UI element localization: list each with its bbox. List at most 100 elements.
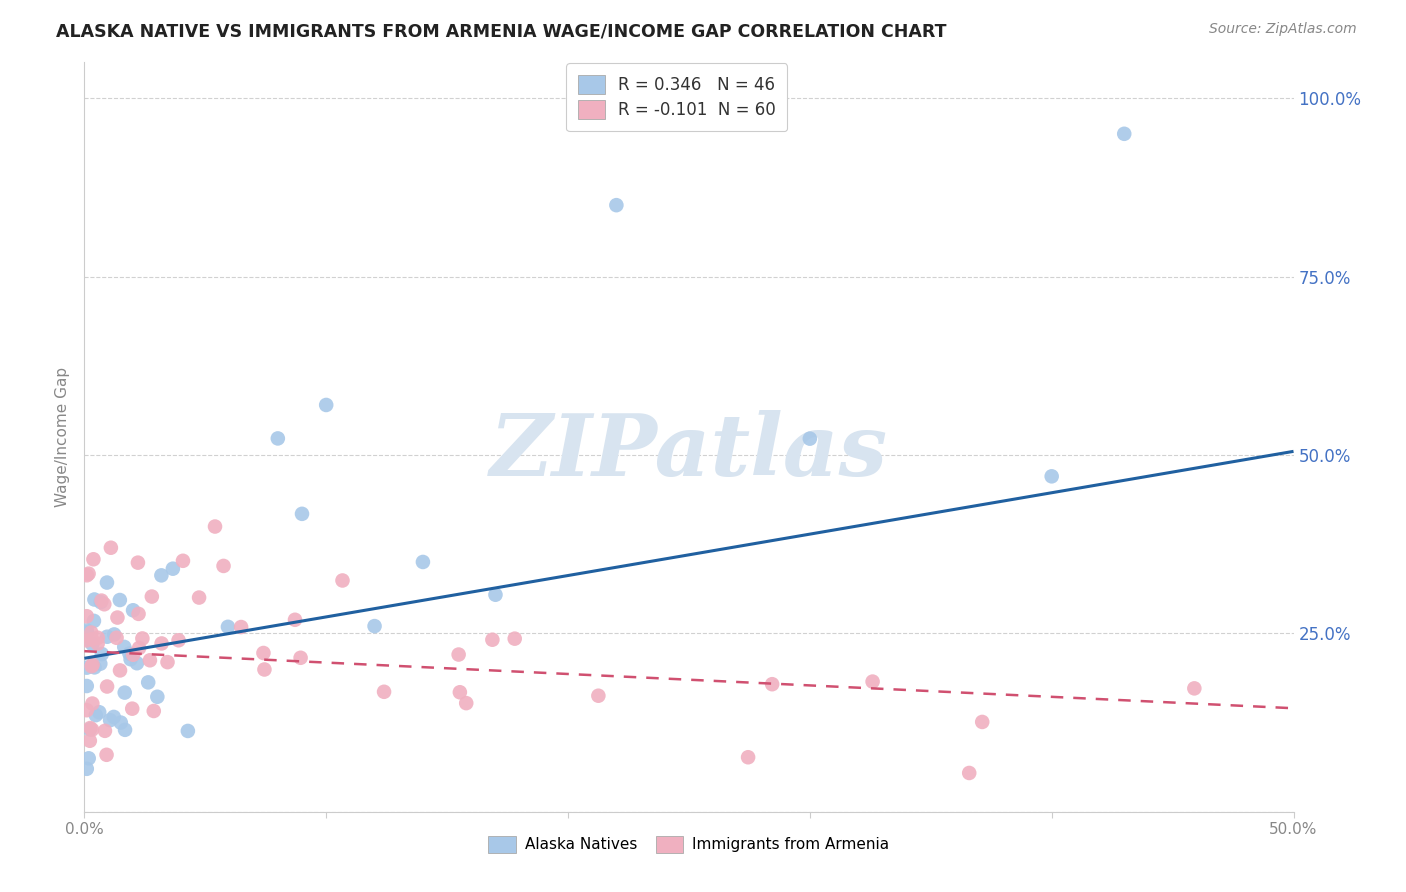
Point	[110, 715, 132, 730]
Point	[253, 663, 276, 677]
Point	[121, 701, 143, 715]
Point	[96, 747, 118, 762]
Point	[212, 558, 235, 573]
Point	[188, 591, 211, 605]
Point	[100, 541, 122, 555]
Point	[229, 620, 252, 634]
Point	[89, 705, 111, 719]
Point	[449, 685, 471, 699]
Point	[76, 703, 98, 717]
Y-axis label: Wage/Income Gap: Wage/Income Gap	[55, 367, 70, 508]
Point	[103, 710, 125, 724]
Point	[481, 632, 503, 647]
Point	[122, 648, 145, 662]
Point	[284, 613, 307, 627]
Point	[76, 625, 98, 640]
Point	[90, 593, 112, 607]
Point	[82, 552, 104, 566]
Point	[107, 610, 129, 624]
Point	[447, 648, 470, 662]
Point	[89, 657, 111, 671]
Point	[291, 507, 314, 521]
Point	[142, 704, 165, 718]
Point	[162, 562, 184, 576]
Text: Source: ZipAtlas.com: Source: ZipAtlas.com	[1209, 22, 1357, 37]
Point	[80, 659, 103, 673]
Point	[484, 588, 506, 602]
Point	[146, 690, 169, 704]
Point	[105, 631, 128, 645]
Point	[131, 632, 153, 646]
Point	[120, 652, 142, 666]
Point	[80, 632, 103, 647]
Point	[332, 574, 354, 588]
Point	[128, 607, 150, 621]
Legend: Alaska Natives, Immigrants from Armenia: Alaska Natives, Immigrants from Armenia	[481, 829, 897, 860]
Point	[79, 733, 101, 747]
Point	[761, 677, 783, 691]
Text: ZIPatlas: ZIPatlas	[489, 410, 889, 494]
Point	[1114, 127, 1136, 141]
Point	[315, 398, 337, 412]
Point	[80, 625, 103, 640]
Point	[290, 650, 312, 665]
Point	[122, 603, 145, 617]
Point	[799, 432, 821, 446]
Point	[103, 627, 125, 641]
Point	[125, 657, 148, 671]
Point	[90, 595, 112, 609]
Point	[76, 568, 98, 582]
Point	[118, 647, 141, 661]
Point	[82, 637, 104, 651]
Point	[156, 655, 179, 669]
Point	[373, 685, 395, 699]
Point	[957, 766, 980, 780]
Point	[76, 679, 98, 693]
Point	[83, 660, 105, 674]
Point	[412, 555, 434, 569]
Point	[114, 723, 136, 737]
Point	[76, 624, 98, 638]
Point	[167, 633, 190, 648]
Point	[114, 685, 136, 699]
Point	[98, 713, 121, 727]
Point	[150, 636, 173, 650]
Point	[76, 660, 98, 674]
Point	[108, 664, 131, 678]
Point	[141, 590, 163, 604]
Point	[737, 750, 759, 764]
Point	[86, 637, 108, 651]
Point	[112, 640, 135, 654]
Point	[83, 592, 105, 607]
Point	[150, 568, 173, 582]
Point	[862, 674, 884, 689]
Point	[204, 519, 226, 533]
Text: ALASKA NATIVE VS IMMIGRANTS FROM ARMENIA WAGE/INCOME GAP CORRELATION CHART: ALASKA NATIVE VS IMMIGRANTS FROM ARMENIA…	[56, 22, 946, 40]
Point	[456, 696, 478, 710]
Point	[96, 575, 118, 590]
Point	[82, 697, 104, 711]
Point	[79, 723, 101, 737]
Point	[128, 641, 150, 656]
Point	[252, 646, 274, 660]
Point	[172, 554, 194, 568]
Point	[267, 432, 290, 446]
Point	[77, 751, 100, 765]
Point	[87, 631, 110, 645]
Point	[79, 721, 101, 735]
Point	[76, 762, 98, 776]
Point	[139, 653, 162, 667]
Point	[363, 619, 385, 633]
Point	[136, 675, 159, 690]
Point	[76, 633, 98, 648]
Point	[1182, 681, 1205, 696]
Point	[93, 597, 115, 611]
Point	[588, 689, 610, 703]
Point	[972, 714, 994, 729]
Point	[83, 614, 105, 628]
Point	[605, 198, 627, 212]
Point	[1040, 469, 1063, 483]
Point	[96, 630, 118, 644]
Point	[77, 566, 100, 581]
Point	[84, 708, 107, 723]
